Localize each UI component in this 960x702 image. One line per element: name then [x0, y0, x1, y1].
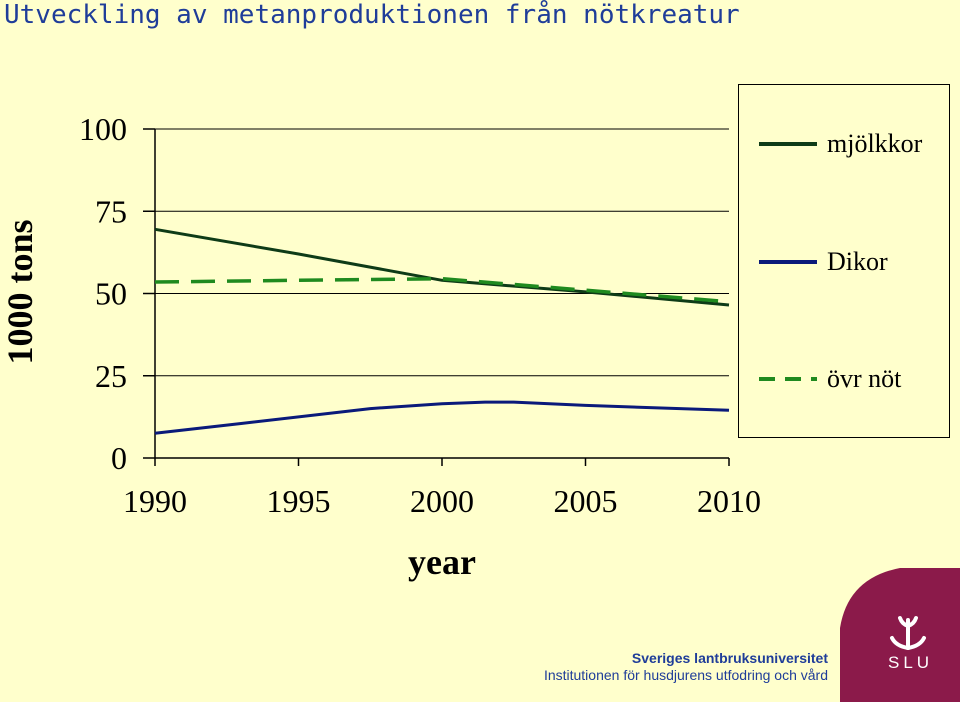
series-lines	[154, 227, 730, 435]
x-tick-label: 2005	[554, 483, 618, 519]
legend-swatch-dikor	[759, 260, 817, 264]
legend-label-dikor: Dikor	[827, 247, 888, 276]
y-axis-label: 1000 tons	[0, 219, 40, 364]
legend-label-ovr-not: övr nöt	[827, 364, 902, 393]
y-tick-label: 50	[95, 276, 127, 312]
legend: mjölkkor Dikor övr nöt	[738, 84, 950, 438]
x-tick-label: 1995	[267, 483, 331, 519]
legend-swatch-ovr-not	[759, 377, 817, 381]
series-line-2	[154, 276, 730, 304]
slu-logo-text: SLU	[888, 653, 934, 672]
chart-title: Utveckling av metanproduktionen från nöt…	[4, 0, 740, 30]
legend-item-dikor: Dikor	[759, 247, 888, 277]
y-tick-label: 100	[79, 111, 127, 147]
series-line-1	[154, 400, 730, 435]
footer-university: Sveriges lantbruksuniversitet	[631, 650, 828, 666]
gridlines	[155, 128, 729, 377]
legend-item-mjolkkor: mjölkkor	[759, 129, 922, 159]
slu-logo	[840, 568, 960, 702]
legend-item-ovr-not: övr nöt	[759, 364, 901, 394]
y-tick-label: 0	[111, 440, 127, 476]
tick-labels: 0 25 50 75 100 1990 1995 2000 2005 2010	[79, 111, 761, 519]
y-tick-label: 25	[95, 358, 127, 394]
y-tick-label: 75	[95, 193, 127, 229]
x-tick-label: 2010	[697, 483, 761, 519]
x-tick-label: 1990	[123, 483, 187, 519]
footer-department: Institutionen för husdjurens utfodring o…	[543, 667, 828, 683]
x-tick-label: 2000	[410, 483, 474, 519]
legend-swatch-mjolkkor	[759, 142, 817, 146]
legend-label-mjolkkor: mjölkkor	[827, 129, 923, 158]
x-axis-label: year	[408, 542, 476, 582]
axes	[143, 128, 730, 466]
series-line-0	[154, 227, 730, 307]
